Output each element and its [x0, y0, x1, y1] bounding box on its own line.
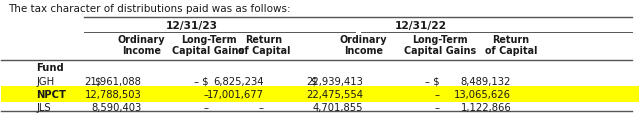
Text: Ordinary
Income: Ordinary Income [118, 34, 165, 56]
Text: –: – [204, 89, 209, 99]
Text: The tax character of distributions paid was as follows:: The tax character of distributions paid … [8, 4, 291, 14]
Text: 8,590,403: 8,590,403 [92, 102, 141, 112]
Text: Return
of Capital: Return of Capital [485, 34, 538, 56]
Text: 1,122,866: 1,122,866 [460, 102, 511, 112]
Text: –: – [435, 89, 440, 99]
Text: NPCT: NPCT [36, 89, 67, 99]
Text: 8,489,132: 8,489,132 [461, 76, 511, 86]
Text: –: – [259, 102, 264, 112]
Text: 22,939,413: 22,939,413 [307, 76, 364, 86]
Text: 6,825,234: 6,825,234 [213, 76, 264, 86]
Text: JGH: JGH [36, 76, 54, 86]
Text: $: $ [93, 76, 100, 86]
Text: –: – [435, 102, 440, 112]
Text: 21,961,088: 21,961,088 [84, 76, 141, 86]
Text: – $: – $ [425, 76, 440, 86]
Text: – $: – $ [194, 76, 209, 86]
Text: 12/31/23: 12/31/23 [166, 21, 218, 31]
Text: 17,001,677: 17,001,677 [207, 89, 264, 99]
Text: Fund: Fund [36, 63, 64, 73]
Text: 13,065,626: 13,065,626 [454, 89, 511, 99]
FancyBboxPatch shape [1, 86, 639, 102]
Text: 4,701,855: 4,701,855 [313, 102, 364, 112]
Text: Return
of Capital: Return of Capital [237, 34, 290, 56]
Text: 12,788,503: 12,788,503 [85, 89, 141, 99]
Text: Long-Term
Capital Gains: Long-Term Capital Gains [404, 34, 476, 56]
Text: 22,475,554: 22,475,554 [307, 89, 364, 99]
Text: 12/31/22: 12/31/22 [394, 21, 446, 31]
Text: –: – [204, 102, 209, 112]
Text: $: $ [310, 76, 317, 86]
Text: Ordinary
Income: Ordinary Income [340, 34, 387, 56]
Text: Long-Term
Capital Gains: Long-Term Capital Gains [172, 34, 244, 56]
Text: JLS: JLS [36, 102, 51, 112]
